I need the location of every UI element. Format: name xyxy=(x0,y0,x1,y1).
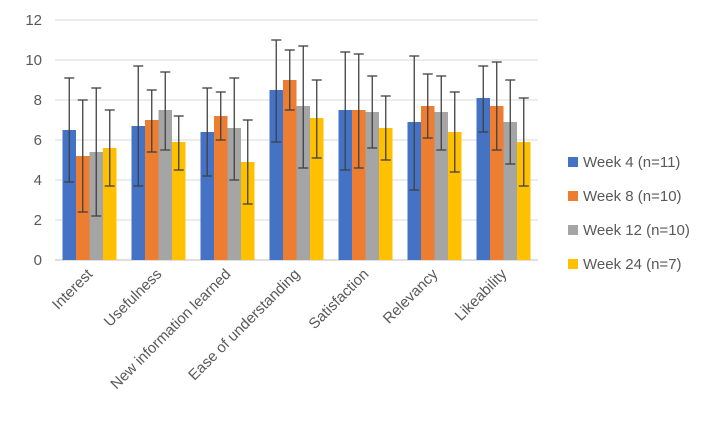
bar xyxy=(103,148,117,260)
bar xyxy=(448,132,462,260)
legend-label: Week 4 (n=11) xyxy=(583,154,680,171)
x-category-label: Interest xyxy=(49,265,97,313)
y-tick-label: 2 xyxy=(34,212,42,229)
y-tick-label: 8 xyxy=(34,92,42,109)
bar xyxy=(310,118,324,260)
x-category-label: Satisfaction xyxy=(305,266,372,333)
bar xyxy=(296,106,310,260)
y-tick-label: 0 xyxy=(34,252,42,269)
error-bars xyxy=(64,39,529,217)
bar xyxy=(283,80,297,260)
y-axis: 0 2 4 6 8 10 12 xyxy=(25,12,42,269)
legend-swatch xyxy=(568,191,578,201)
bar xyxy=(62,130,76,260)
x-category-label: Relevancy xyxy=(380,265,442,327)
x-category-label: Likeability xyxy=(452,265,511,324)
bar xyxy=(227,128,241,260)
legend-label: Week 12 (n=10) xyxy=(583,222,690,239)
legend-label: Week 8 (n=10) xyxy=(583,188,682,205)
bar xyxy=(214,116,228,260)
y-tick-label: 10 xyxy=(25,52,42,69)
bar xyxy=(434,112,448,260)
bar xyxy=(145,120,159,260)
bar xyxy=(131,126,145,260)
bar xyxy=(172,142,186,260)
bar xyxy=(517,142,531,260)
y-tick-label: 6 xyxy=(34,132,42,149)
legend-swatch xyxy=(568,259,578,269)
bar xyxy=(407,122,421,260)
legend: Week 4 (n=11) Week 8 (n=10) Week 12 (n=10)… xyxy=(568,154,690,273)
legend-swatch xyxy=(568,225,578,235)
bar xyxy=(476,98,490,260)
legend-swatch xyxy=(568,157,578,167)
bar xyxy=(421,106,435,260)
bar xyxy=(490,106,504,260)
x-category-label: Ease of understanding xyxy=(185,266,303,384)
bar xyxy=(338,110,352,260)
bar xyxy=(200,132,214,260)
x-category-label: New information learned xyxy=(107,266,234,393)
bar xyxy=(241,162,255,260)
bar xyxy=(503,122,517,260)
y-tick-label: 12 xyxy=(25,12,42,29)
bar xyxy=(269,90,283,260)
bar xyxy=(158,110,172,260)
y-tick-label: 4 xyxy=(34,172,42,189)
bar xyxy=(365,112,379,260)
legend-label: Week 24 (n=7) xyxy=(583,256,682,273)
x-category-label: Usefulness xyxy=(101,266,165,330)
bar xyxy=(379,128,393,260)
bar xyxy=(352,110,366,260)
bars xyxy=(62,80,531,260)
